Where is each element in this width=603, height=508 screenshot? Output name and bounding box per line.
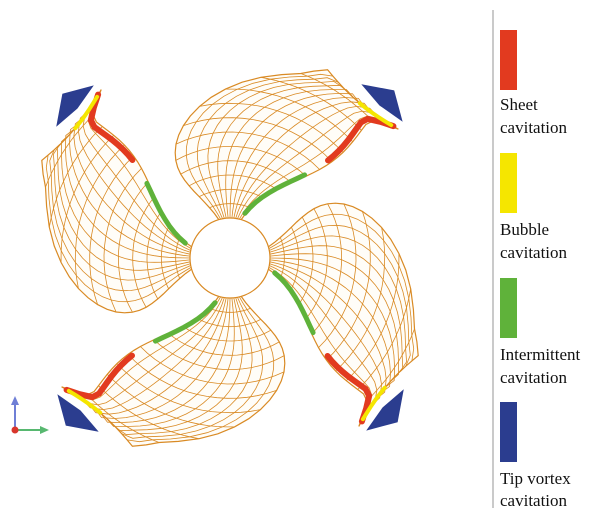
sheet-cavitation-region xyxy=(325,115,397,164)
mesh-line xyxy=(300,73,373,122)
tip-vortex-region xyxy=(366,389,404,431)
mesh-line xyxy=(311,203,343,335)
mesh-line xyxy=(199,102,344,153)
mesh-line xyxy=(48,126,103,228)
tip-vortex-region xyxy=(57,394,99,432)
mesh-line xyxy=(318,203,357,348)
tip-vortex-regions xyxy=(56,84,404,432)
blade-right xyxy=(267,202,419,427)
mesh-line xyxy=(279,237,285,280)
bubble-cavitation-region xyxy=(73,94,100,131)
mesh-line xyxy=(146,210,162,300)
mesh-line xyxy=(326,211,371,361)
mesh-line xyxy=(289,227,300,292)
mesh-line xyxy=(304,208,328,320)
mesh-line xyxy=(182,326,272,342)
mesh-line xyxy=(199,188,264,199)
mesh-line xyxy=(175,131,320,170)
mesh-line xyxy=(132,196,156,308)
legend: Sheet cavitation Bubble cavitation Inter… xyxy=(500,30,581,508)
intermittent-cavitation-region xyxy=(152,300,218,344)
bubble-cavitation-region xyxy=(360,385,387,422)
mesh-line xyxy=(107,374,235,428)
legend-label-tip-vortex-line2: cavitation xyxy=(500,491,568,508)
propeller-hub xyxy=(189,217,271,299)
legend-label-intermittent-line1: Intermittent xyxy=(500,345,581,364)
mesh-line xyxy=(175,145,307,177)
legend-item-bubble: Bubble cavitation xyxy=(500,153,568,262)
mesh-line xyxy=(335,227,386,372)
mesh-line xyxy=(89,155,134,305)
legend-label-tip-vortex-line1: Tip vortex xyxy=(500,469,571,488)
legend-swatch-sheet xyxy=(500,30,517,90)
sheet-cavitation-region xyxy=(63,352,135,401)
propeller-blades xyxy=(41,69,419,447)
mesh-line xyxy=(140,346,285,385)
tip-vortex-region xyxy=(56,85,94,127)
intermittent-cavitation-region xyxy=(144,180,188,246)
mesh-line xyxy=(196,317,261,328)
tip-vortex-region xyxy=(361,84,403,122)
mesh-line xyxy=(87,394,160,443)
legend-label-intermittent-line2: cavitation xyxy=(500,368,568,387)
legend-item-sheet: Sheet cavitation xyxy=(500,30,568,137)
mesh-line xyxy=(209,203,252,209)
mesh-line xyxy=(116,363,261,414)
mesh-line xyxy=(103,168,142,313)
mesh-line xyxy=(160,224,171,289)
blade-outline xyxy=(174,69,399,221)
blade-outline xyxy=(41,89,193,314)
mesh-line xyxy=(180,160,292,184)
legend-item-tip-vortex: Tip vortex cavitation xyxy=(500,402,571,508)
legend-item-intermittent: Intermittent cavitation xyxy=(500,278,581,387)
blade-bottom xyxy=(61,295,286,447)
mesh-line xyxy=(168,332,280,356)
cavitation-edges xyxy=(63,91,397,425)
xyz-axis-triad-icon xyxy=(11,396,49,434)
mesh-line xyxy=(298,216,314,306)
mesh-line xyxy=(175,236,181,279)
propeller-diagram xyxy=(41,69,419,447)
sheet-cavitation-region xyxy=(324,353,373,425)
intermittent-cavitation-region xyxy=(272,270,316,336)
legend-label-sheet-line1: Sheet xyxy=(500,95,538,114)
blade-left xyxy=(41,89,193,314)
mesh-line xyxy=(183,117,333,162)
intermittent-cavitation-region xyxy=(242,172,308,216)
sheet-cavitation-region xyxy=(87,91,136,163)
mesh-line xyxy=(366,328,415,401)
mesh-line xyxy=(208,307,251,313)
mesh-line xyxy=(153,339,285,371)
mesh-line xyxy=(98,385,200,440)
legend-swatch-bubble xyxy=(500,153,517,213)
bubble-cavitation-region xyxy=(66,388,103,415)
mesh-line xyxy=(127,354,277,399)
legend-label-bubble-line2: cavitation xyxy=(500,243,568,262)
blade-top xyxy=(174,69,399,221)
blade-outline xyxy=(61,295,286,447)
mesh-line xyxy=(346,253,400,381)
blade-outline xyxy=(267,202,419,427)
legend-swatch-tip-vortex xyxy=(500,402,517,462)
mesh-line xyxy=(357,288,412,390)
bubble-cavitation-region xyxy=(357,101,394,128)
mesh-line xyxy=(60,135,114,263)
mesh-line xyxy=(118,181,149,313)
mesh-line xyxy=(45,115,94,188)
mesh-line xyxy=(225,88,353,142)
legend-swatch-intermittent xyxy=(500,278,517,338)
mesh-line xyxy=(74,144,125,289)
mesh-line xyxy=(260,76,362,131)
legend-label-sheet-line2: cavitation xyxy=(500,118,568,137)
legend-label-bubble-line1: Bubble xyxy=(500,220,549,239)
mesh-line xyxy=(188,174,278,190)
